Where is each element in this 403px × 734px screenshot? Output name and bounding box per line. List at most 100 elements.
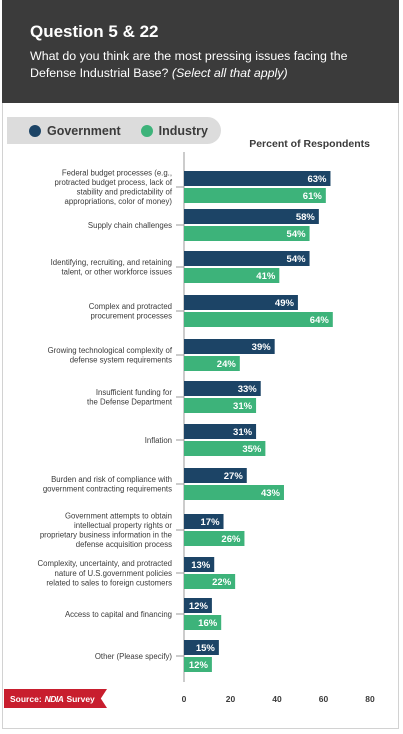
bar-government-3 [184, 295, 298, 310]
category-label-line: Identifying, recruiting, and retaining [51, 258, 172, 267]
value-label-government-5: 33% [238, 384, 258, 395]
value-label-government-7: 27% [224, 471, 244, 482]
bar-industry-9 [184, 574, 236, 589]
value-label-government-8: 17% [201, 517, 221, 528]
x-tick-0: 0 [182, 694, 187, 704]
value-label-government-1: 58% [296, 212, 316, 223]
category-label-line: stability and predictability of [77, 188, 173, 197]
category-label-3: Complex and protracted procurement proces… [89, 302, 172, 321]
category-label-line: defense acquisition process [76, 540, 172, 549]
category-label-line: the Defense Department [87, 398, 173, 407]
bar-government-8 [184, 514, 224, 529]
source-prefix: Source: [10, 693, 42, 704]
question-text: What do you think are the most pressing … [30, 48, 385, 82]
legend-item-government: Government [29, 124, 121, 138]
category-label-line: Access to capital and financing [65, 610, 172, 619]
x-tick-60: 60 [319, 694, 329, 704]
category-label-line: appropriations, color of money) [65, 197, 173, 206]
bar-industry-6 [184, 441, 266, 456]
category-label-2: Identifying, recruiting, and retaining ta… [51, 258, 172, 277]
bar-government-10 [184, 598, 212, 613]
category-label-line: proprietary business information in the [40, 531, 172, 540]
value-label-industry-0: 61% [303, 191, 323, 202]
bar-industry-5 [184, 398, 257, 413]
source-tag: Source: NDIA Survey [4, 689, 107, 708]
category-label-line: intellectual property rights or [74, 521, 172, 530]
bar-industry-2 [184, 268, 280, 283]
category-label-line: Government attempts to obtain [65, 511, 172, 520]
source-suffix: Survey [66, 693, 95, 704]
bar-government-4 [184, 339, 275, 354]
category-label-line: procurement processes [91, 312, 173, 321]
value-label-government-11: 15% [196, 643, 216, 654]
value-label-industry-11: 12% [189, 660, 209, 671]
value-label-government-10: 12% [189, 601, 209, 612]
x-axis-title: Percent of Respondents [249, 138, 370, 150]
category-label-line: talent, or other workforce issues [61, 268, 172, 277]
value-label-government-4: 39% [252, 342, 272, 353]
value-label-government-3: 49% [275, 298, 295, 309]
bar-industry-11 [184, 657, 212, 672]
category-label-line: Supply chain challenges [88, 221, 172, 230]
legend-item-industry: Industry [140, 123, 208, 138]
x-tick-20: 20 [226, 694, 236, 704]
legend-label-industry: Industry [158, 123, 208, 138]
category-label-6: Inflation [145, 436, 172, 445]
bar-industry-4 [184, 356, 240, 371]
bars-group: 63% 61% 58% 54% 54% 41% 49% 64% 39% 24% 33% 31% 31% 3… [184, 171, 333, 672]
bar-government-2 [184, 251, 310, 266]
category-labels: Federal budget processes (e.g., protracte… [38, 168, 184, 661]
category-label-11: Other (Please specify) [95, 652, 173, 661]
bar-government-11 [184, 640, 219, 655]
category-label-line: Other (Please specify) [95, 652, 173, 661]
category-label-9: Complexity, uncertainty, and protracted n… [38, 559, 173, 587]
category-label-line: related to sales to foreign customers [46, 578, 172, 587]
value-label-government-9: 13% [191, 560, 211, 571]
category-label-7: Burden and risk of compliance with govern… [43, 475, 172, 494]
x-tick-40: 40 [272, 694, 282, 704]
category-label-8: Government attempts to obtain intellectua… [40, 511, 173, 549]
value-label-industry-4: 24% [217, 359, 237, 370]
value-label-industry-3: 64% [310, 315, 330, 326]
category-label-line: Complex and protracted [89, 302, 172, 311]
value-label-industry-6: 35% [242, 444, 262, 455]
bar-industry-8 [184, 531, 245, 546]
category-label-line: protracted budget process, lack of [55, 178, 173, 187]
category-label-line: nature of U.S.government policies [55, 569, 173, 578]
industry-swatch [140, 124, 153, 137]
question-note: (Select all that apply) [171, 66, 288, 80]
bar-government-6 [184, 424, 257, 439]
value-label-industry-5: 31% [233, 401, 253, 412]
category-label-line: Inflation [145, 436, 172, 445]
bar-government-5 [184, 381, 261, 396]
chart-legend: Government Industry [7, 117, 221, 144]
bar-industry-10 [184, 615, 222, 630]
card-frame [2, 0, 399, 729]
category-label-4: Growing technological complexity of defen… [48, 346, 173, 365]
ndia-logo-text: NDIA [44, 693, 64, 704]
bar-industry-3 [184, 312, 333, 327]
header-banner: Question 5 & 22 What do you think are th… [2, 0, 399, 103]
category-label-line: Growing technological complexity of [48, 346, 173, 355]
value-label-industry-2: 41% [256, 271, 276, 282]
bar-government-0 [184, 171, 331, 186]
category-label-5: Insufficient funding for the Defense Depa… [87, 388, 173, 407]
value-label-government-0: 63% [307, 174, 327, 185]
category-label-line: Burden and risk of compliance with [51, 475, 172, 484]
value-label-industry-1: 54% [287, 229, 307, 240]
value-label-industry-7: 43% [261, 488, 281, 499]
category-label-10: Access to capital and financing [65, 610, 172, 619]
value-label-industry-9: 22% [212, 577, 232, 588]
bar-industry-1 [184, 226, 310, 241]
value-label-government-2: 54% [287, 254, 307, 265]
category-label-line: government contracting requirements [43, 485, 172, 494]
government-swatch [29, 124, 41, 137]
legend-label-government: Government [47, 123, 121, 138]
category-label-line: Federal budget processes (e.g., [62, 168, 172, 177]
bar-government-9 [184, 557, 215, 572]
bar-government-7 [184, 468, 247, 483]
category-label-line: Complexity, uncertainty, and protracted [38, 559, 173, 568]
question-body: What do you think are the most pressing … [30, 49, 348, 80]
bar-industry-0 [184, 188, 326, 203]
